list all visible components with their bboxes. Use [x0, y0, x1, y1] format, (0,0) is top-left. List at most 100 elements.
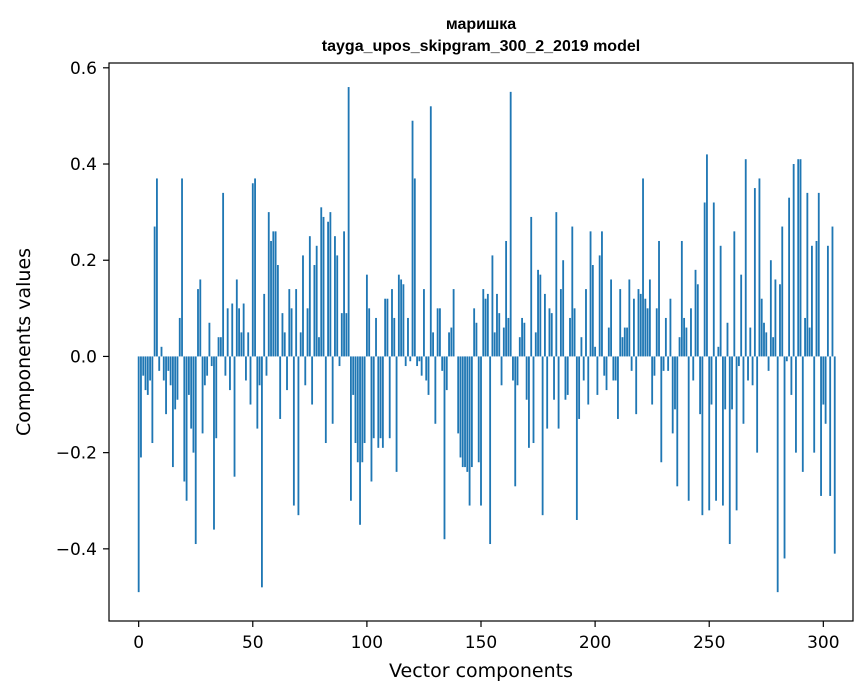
bar [596, 356, 599, 395]
bar [436, 308, 439, 357]
bar [550, 313, 553, 357]
bar [290, 308, 293, 357]
x-axis-ticks: 0 50 100 150 200 250 300 [133, 621, 840, 653]
bar [185, 356, 188, 501]
bar [144, 356, 147, 391]
bar [781, 226, 784, 357]
bar [751, 356, 754, 386]
bar [340, 313, 343, 357]
bar [715, 356, 717, 501]
y-tick-label: 0.6 [70, 59, 97, 79]
bar [416, 356, 419, 367]
bar [297, 356, 300, 516]
bar [532, 356, 535, 444]
bar [772, 337, 775, 357]
bar [288, 289, 291, 357]
bar [240, 332, 243, 357]
bar [171, 356, 174, 468]
bar [692, 356, 695, 381]
bar [646, 308, 649, 357]
bar [434, 356, 437, 424]
bar [749, 327, 752, 357]
bar [630, 356, 633, 371]
bar [482, 289, 485, 357]
bar [445, 356, 448, 391]
bar [377, 356, 380, 448]
bar [197, 289, 199, 357]
bar [345, 313, 348, 357]
bar [699, 356, 702, 415]
bar [760, 298, 763, 357]
bar [276, 265, 279, 357]
bar [222, 192, 225, 357]
bar [548, 308, 551, 357]
bar [427, 356, 430, 395]
bar [747, 356, 749, 381]
bar [477, 356, 480, 463]
bar [788, 197, 791, 357]
bar [318, 337, 320, 357]
x-tick-label: 0 [133, 633, 144, 653]
bar [215, 356, 218, 439]
bar [439, 308, 441, 357]
bar [363, 356, 366, 444]
bar [409, 356, 412, 362]
bar [359, 356, 361, 525]
bar [525, 356, 528, 400]
bar [210, 356, 213, 367]
x-tick-label: 50 [242, 633, 264, 653]
bar [283, 332, 286, 357]
bar [690, 308, 692, 357]
bar [573, 308, 576, 357]
bar [404, 356, 407, 367]
bar [804, 317, 806, 357]
bar [470, 356, 473, 468]
bar [299, 332, 302, 357]
bar [653, 356, 656, 376]
bar [418, 356, 421, 362]
bar [516, 356, 519, 386]
bar [251, 183, 254, 357]
x-tick-label: 100 [351, 633, 383, 653]
bar [617, 356, 619, 419]
bar [356, 356, 359, 463]
bar [797, 159, 800, 357]
chart-title-line2: tayga_upos_skipgram_300_2_2019 model [322, 38, 640, 55]
bar [523, 322, 526, 357]
bar [169, 356, 172, 386]
bar [484, 298, 487, 357]
bar [258, 356, 261, 386]
bar [696, 284, 699, 357]
y-tick-label: 0.2 [70, 251, 97, 271]
bar [712, 202, 715, 357]
bar [557, 356, 560, 429]
bar [192, 356, 195, 453]
bar [801, 356, 804, 472]
bar [765, 332, 768, 357]
bar [208, 322, 211, 357]
bar [587, 356, 590, 405]
bar [655, 308, 658, 357]
bar [817, 192, 820, 357]
bar [329, 212, 332, 357]
bar [534, 332, 537, 357]
bar [767, 356, 770, 371]
bar [633, 298, 635, 357]
bar [247, 332, 250, 357]
y-axis-ticks: −0.4 −0.2 0.0 0.2 0.4 0.6 [56, 59, 109, 560]
bar [763, 322, 765, 357]
bar [541, 356, 544, 516]
bar [304, 356, 307, 386]
bar [514, 356, 517, 487]
bar [324, 356, 327, 444]
bar [272, 231, 275, 357]
bar [450, 327, 453, 357]
bar [537, 269, 539, 357]
bar [683, 317, 686, 357]
bar [190, 356, 193, 429]
bar [651, 356, 654, 405]
bar [407, 317, 409, 357]
bar [806, 192, 809, 357]
bar [322, 216, 325, 357]
